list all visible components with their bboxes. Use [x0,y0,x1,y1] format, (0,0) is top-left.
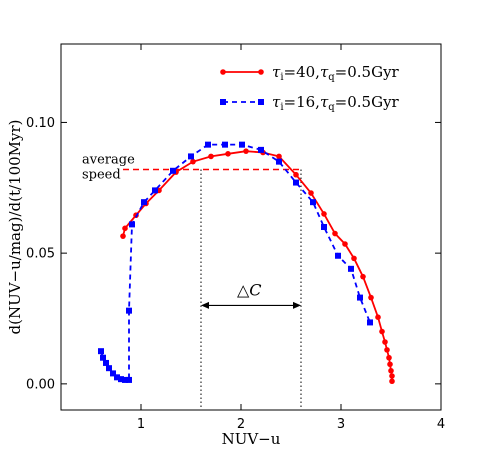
data-point [332,230,338,237]
data-point [321,224,327,230]
data-point [342,241,348,247]
delta-c-label: △C [237,280,262,299]
delta-c-arrowhead-right [293,301,301,309]
legend-label: τi=16,τq=0.5Gyr [272,93,400,113]
delta-c-arrowhead-left [201,301,209,309]
series-line [100,143,371,381]
series-2 [98,141,373,383]
x-tick-label: 2 [237,417,245,432]
data-point [114,374,120,381]
data-point [190,158,196,165]
legend-marker [258,69,264,75]
data-point [243,148,249,154]
data-point [360,273,366,280]
data-point [351,255,357,262]
y-tick-label: 0.00 [26,377,55,392]
data-point [100,354,106,361]
data-point [384,347,390,353]
data-point [152,187,158,194]
y-tick-label: 0.10 [26,116,55,131]
legend-marker [220,69,226,75]
data-point [357,294,363,301]
x-tick-label: 3 [337,417,345,432]
data-point [126,376,132,383]
legend-marker [220,99,226,105]
data-point [308,190,314,196]
average-speed-label-line2: speed [82,167,121,182]
data-point [208,153,214,160]
data-point [293,179,299,186]
data-point [122,225,128,232]
data-point [110,370,116,377]
data-point [98,348,104,355]
data-point [389,378,395,385]
data-point [310,199,316,206]
legend-label: τi=40,τq=0.5Gyr [272,63,400,83]
series-layer [98,141,395,385]
data-point [141,199,147,206]
data-point [103,359,109,366]
data-point [388,367,394,374]
data-point [382,339,388,345]
data-point [258,146,264,153]
x-axis-label: NUV−u [222,430,281,448]
series-1 [120,148,395,385]
y-axis-label: d(NUV−u/mag)/d(t/100Myr) [6,119,24,334]
data-point [106,365,112,372]
data-point [293,171,299,178]
x-tick-label: 1 [137,417,145,432]
data-point [387,361,393,368]
data-point [188,153,194,160]
data-point [170,167,176,174]
data-point [126,307,132,314]
data-point [225,151,231,157]
data-point [222,141,228,148]
legend: τi=40,τq=0.5Gyr τi=16,τq=0.5Gyr [220,63,400,113]
data-point [389,373,395,379]
data-point [276,158,282,165]
data-point [205,141,211,148]
data-point [379,328,385,335]
data-point [122,376,128,383]
plot-frame [60,43,442,411]
y-tick-label: 0.05 [26,247,55,262]
data-point [321,211,327,217]
x-tick-label: 4 [437,417,445,432]
average-speed-label-line1: average [82,152,135,167]
axis-ticks: 1 2 3 4 0.00 0.05 0.10 [26,44,445,432]
data-point [368,294,374,301]
data-point [239,141,245,148]
data-point [375,314,381,320]
data-point [386,354,392,361]
data-point [335,252,341,259]
data-point [276,153,282,160]
data-point [118,376,124,383]
data-point [120,233,126,239]
data-point [129,221,135,228]
legend-marker [258,99,264,105]
data-point [348,265,354,272]
data-point [367,319,373,326]
